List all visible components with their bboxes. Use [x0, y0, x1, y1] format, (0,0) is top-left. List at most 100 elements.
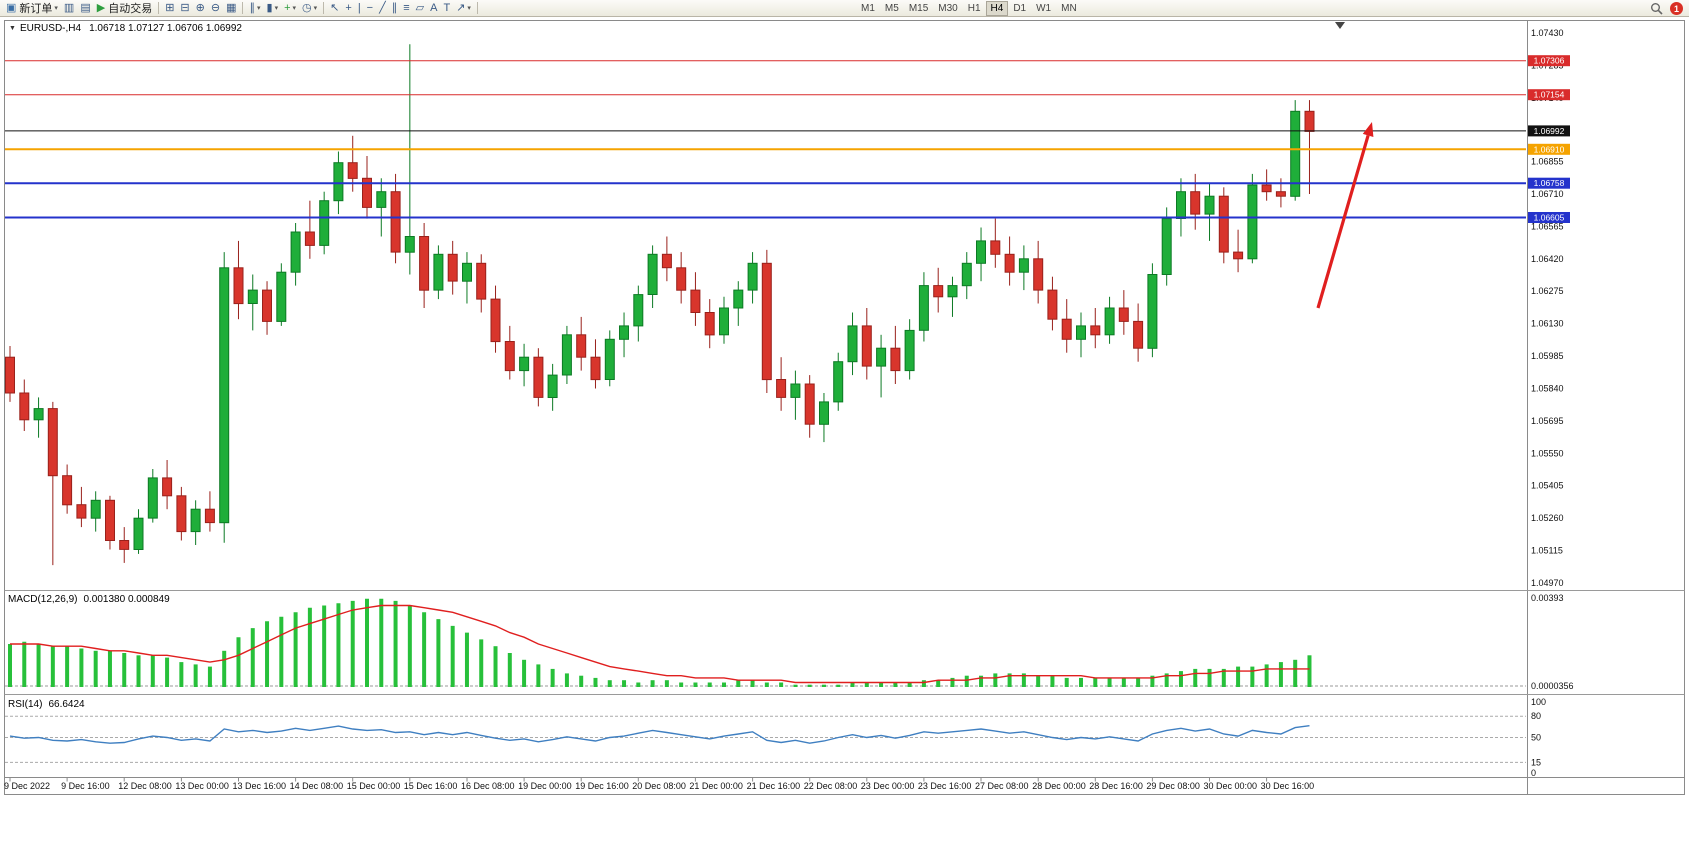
- notification-badge[interactable]: 1: [1670, 2, 1683, 15]
- arrows-tool-button[interactable]: ↗ ▾: [453, 1, 474, 16]
- svg-text:1.06992: 1.06992: [1534, 126, 1565, 136]
- timeframe-mn-button[interactable]: MN: [1061, 3, 1077, 14]
- equidistant-channel-button[interactable]: ∥: [389, 1, 401, 16]
- rsi-indicator-label: RSI(14) 66.6424: [8, 699, 85, 710]
- search-icon[interactable]: [1650, 2, 1663, 15]
- autotrading-button[interactable]: ▶ 自动交易: [94, 1, 155, 16]
- equidistant-channel-icon: ∥: [391, 2, 398, 14]
- svg-text:1.06855: 1.06855: [1531, 157, 1564, 167]
- charts-window-button[interactable]: ▥: [61, 1, 77, 16]
- svg-text:1.04970: 1.04970: [1531, 578, 1564, 588]
- dropdown-caret-icon[interactable]: ▾: [54, 5, 58, 12]
- dropdown-caret-icon[interactable]: ▾: [313, 5, 318, 12]
- profiles-icon: ▤: [80, 2, 91, 14]
- timeframe-m1-button[interactable]: M1: [861, 3, 875, 14]
- new-order-button[interactable]: ▣ 新订单 ▾: [3, 1, 61, 16]
- zoom-out-button[interactable]: ⊖: [208, 1, 223, 16]
- svg-text:9 Dec 2022: 9 Dec 2022: [4, 781, 50, 791]
- svg-text:21 Dec 00:00: 21 Dec 00:00: [689, 781, 743, 791]
- chart-area[interactable]: 1.074301.072851.071401.069951.068551.067…: [0, 17, 1689, 858]
- dropdown-caret-icon[interactable]: ▾: [256, 5, 261, 12]
- candle-chart-type-button[interactable]: ▮ ▾: [264, 1, 282, 16]
- zoom-in-button[interactable]: ⊕: [193, 1, 208, 16]
- new-order-icon: ▣: [6, 2, 17, 14]
- timeframe-m5-button[interactable]: M5: [884, 3, 899, 14]
- bar-chart-type-button[interactable]: ∥ ▾: [246, 1, 263, 16]
- timeframe-d1-button[interactable]: D1: [1013, 3, 1027, 14]
- svg-text:0.00393: 0.00393: [1531, 593, 1564, 603]
- arrows-tool-icon: ↗: [456, 2, 466, 14]
- vertical-line-button[interactable]: |: [355, 1, 364, 16]
- horizontal-line-button[interactable]: −: [364, 1, 376, 16]
- svg-text:1.06710: 1.06710: [1531, 189, 1564, 199]
- macd-indicator-label: MACD(12,26,9) 0.001380 0.000849: [8, 594, 170, 605]
- svg-text:0: 0: [1531, 768, 1536, 778]
- cursor-button[interactable]: ↖: [327, 1, 342, 16]
- chart-shift-marker: [1335, 22, 1345, 29]
- autotrading-label: 自动交易: [108, 3, 153, 15]
- profiles-button[interactable]: ▤: [77, 1, 93, 16]
- svg-text:15 Dec 16:00: 15 Dec 16:00: [404, 781, 458, 791]
- toolbar-separator: [158, 2, 160, 14]
- level-lines[interactable]: [5, 60, 1526, 219]
- time-axis[interactable]: 9 Dec 2022 9 Dec 16:00 12 Dec 08:00 13 Dec …: [4, 777, 1314, 792]
- indicator-window-add-icon: ⊞: [165, 2, 175, 14]
- svg-text:1.05115: 1.05115: [1531, 546, 1563, 556]
- trendline-icon: ╱: [379, 2, 386, 14]
- svg-text:28 Dec 16:00: 28 Dec 16:00: [1089, 781, 1143, 791]
- trendline-button[interactable]: ╱: [376, 1, 389, 16]
- fibonacci-icon: ≡: [403, 2, 410, 14]
- svg-text:1.06130: 1.06130: [1531, 319, 1564, 329]
- add-indicator-button[interactable]: + ▾: [281, 1, 299, 16]
- autotrading-icon: ▶: [96, 2, 106, 14]
- timeframe-w1-button[interactable]: W1: [1036, 3, 1052, 14]
- vertical-line-icon: |: [357, 2, 361, 14]
- svg-text:15: 15: [1531, 757, 1541, 767]
- indicator-window-remove-button[interactable]: ⊟: [177, 1, 192, 16]
- crosshair-button[interactable]: +: [342, 1, 354, 16]
- svg-text:100: 100: [1531, 697, 1546, 707]
- indicator-window-add-button[interactable]: ⊞: [162, 1, 177, 16]
- toolbar-separator: [476, 2, 478, 14]
- toolbar: ▣ 新订单 ▾ ▥ ▤ ▶ 自动交易 ⊞ ⊟ ⊕ ⊖ ▦ ∥ ▾ ▮ ▾ + ▾ ◷ ▾ ↖ + | − ╱ ∥ ≡ ▱ A T ↗ ▾ M1…: [0, 0, 1689, 17]
- svg-text:20 Dec 08:00: 20 Dec 08:00: [632, 781, 686, 791]
- timeframe-m30-button[interactable]: M30: [938, 3, 958, 14]
- periodicity-button[interactable]: ◷ ▾: [299, 1, 320, 16]
- symbol-label: ▼ EURUSD-,H4 1.06718 1.07127 1.06706 1.069…: [9, 23, 242, 34]
- ohlc-values: 1.06718 1.07127 1.06706 1.06992: [89, 23, 242, 34]
- macd-name: MACD(12,26,9): [8, 594, 78, 605]
- new-order-label: 新订单: [19, 3, 53, 15]
- zoom-out-icon: ⊖: [210, 2, 221, 14]
- text-button[interactable]: A: [427, 1, 440, 16]
- timeframe-group: M1 M5 M15 M30 H1 H4 D1 W1 MN: [856, 1, 1082, 16]
- zoom-in-icon: ⊕: [195, 2, 205, 14]
- chart-frame: [4, 20, 1685, 795]
- trend-arrow-annotation[interactable]: [1316, 122, 1374, 309]
- fibonacci-button[interactable]: ≡: [400, 1, 412, 16]
- symbol-name: EURUSD-,H4: [19, 23, 82, 34]
- dropdown-caret-icon[interactable]: ▾: [292, 5, 297, 12]
- periodicity-icon: ◷: [302, 2, 312, 14]
- timeframe-h1-button[interactable]: H1: [967, 3, 981, 14]
- chart-collapse-icon[interactable]: ▼: [9, 25, 16, 32]
- rsi-name: RSI(14): [8, 699, 43, 710]
- shapes-button[interactable]: ▱: [413, 1, 427, 16]
- tile-windows-button[interactable]: ▦: [223, 1, 239, 16]
- svg-text:22 Dec 08:00: 22 Dec 08:00: [804, 781, 858, 791]
- timeframe-m15-button[interactable]: M15: [908, 3, 929, 14]
- svg-text:1.07154: 1.07154: [1534, 90, 1565, 100]
- svg-text:80: 80: [1531, 711, 1541, 721]
- timeframe-h4-button[interactable]: H4: [985, 1, 1009, 16]
- horizontal-line-icon: −: [366, 2, 374, 14]
- svg-text:1.05695: 1.05695: [1531, 416, 1564, 426]
- svg-text:1.05840: 1.05840: [1531, 384, 1564, 394]
- text-label-icon: T: [443, 2, 451, 14]
- text-label-button[interactable]: T: [440, 1, 453, 16]
- dropdown-caret-icon[interactable]: ▾: [467, 5, 471, 12]
- svg-text:50: 50: [1531, 733, 1541, 743]
- svg-text:1.06565: 1.06565: [1531, 221, 1564, 231]
- rsi-panel: [5, 715, 1526, 763]
- svg-text:1.05550: 1.05550: [1531, 448, 1564, 458]
- price-axis[interactable]: 1.074301.072851.071401.069951.068551.067…: [1528, 28, 1574, 778]
- dropdown-caret-icon[interactable]: ▾: [274, 5, 279, 12]
